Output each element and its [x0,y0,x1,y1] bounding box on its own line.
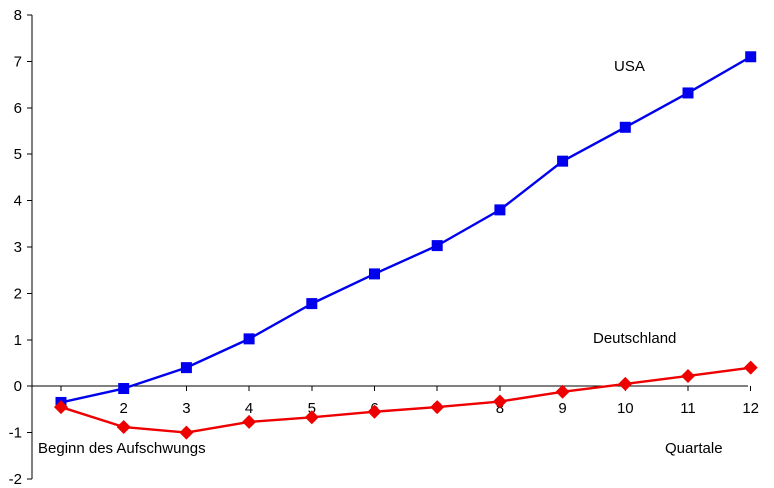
x-tick-label: 9 [558,400,566,417]
x-tick-label: 3 [182,400,190,417]
y-tick-label: -2 [9,471,22,488]
y-tick-label: 4 [14,193,22,210]
usa-point [745,51,757,63]
usa-point [431,240,443,252]
usa-point [180,362,192,374]
usa-point [557,155,569,167]
series-markers [54,51,758,440]
deutschland-point [743,360,758,375]
x-tick-label: 2 [120,400,128,417]
deutschland-point [304,410,319,425]
axes-group: -2-101234567823456789101112 [9,7,759,488]
y-tick-label: 7 [14,53,22,70]
usa-point [619,121,631,133]
x-tick-label: 11 [680,400,696,417]
series-lines [59,55,752,434]
usa-point [682,87,694,99]
usa-point [243,333,255,345]
usa-point [494,204,506,216]
deutschland-point [492,394,507,409]
deutschland-label: Deutschland [593,330,676,347]
deutschland-point [367,404,382,419]
x-tick-label: 4 [245,400,253,417]
deutschland-point [54,400,68,415]
usa-point [306,298,318,310]
deutschland-point [555,384,570,399]
y-tick-label: 3 [14,239,22,256]
y-tick-label: -1 [9,425,22,442]
deutschland-point [179,425,194,440]
chart-labels: USA Deutschland Beginn des Aufschwungs Quar… [38,58,723,457]
y-tick-label: 6 [14,100,22,117]
usa-label: USA [614,58,645,75]
deutschland-point [242,414,257,429]
y-tick-label: 5 [14,146,22,163]
usa-series-line [59,55,752,404]
deutschland-series-line [59,366,752,434]
x-tick-label: 10 [617,400,634,417]
x-tick-label: 8 [496,400,504,417]
x-axis-title: Quartale [665,440,723,457]
y-tick-label: 8 [14,7,22,24]
y-tick-label: 2 [14,285,22,302]
y-tick-label: 1 [14,332,22,349]
deutschland-point [430,400,445,415]
y-tick-label: 0 [14,378,22,395]
x-tick-label: 12 [742,400,759,417]
start-annotation: Beginn des Aufschwungs [38,440,206,457]
deutschland-point [681,368,695,383]
x-tick-label: 5 [308,400,316,417]
deutschland-point [618,376,633,391]
deutschland-point [116,420,131,435]
usa-point [118,383,130,395]
usa-point [369,268,380,280]
